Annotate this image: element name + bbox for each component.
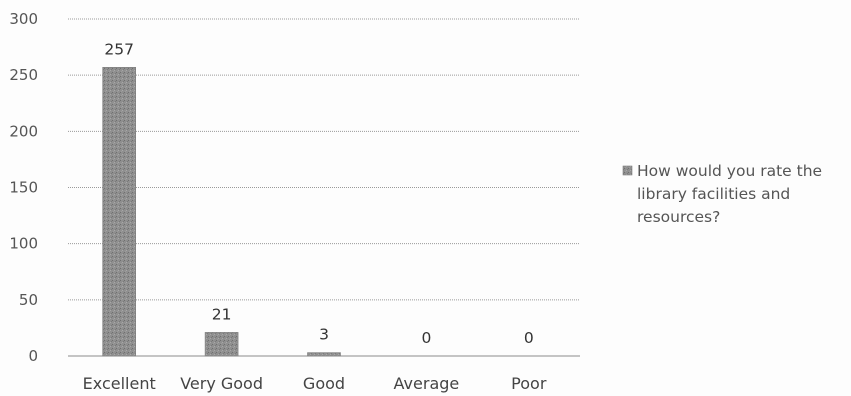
data-label: 21 <box>212 305 232 323</box>
data-label: 0 <box>421 329 431 347</box>
data-label: 257 <box>104 40 134 58</box>
x-category-label: Very Good <box>180 374 263 393</box>
x-category-label: Good <box>303 374 345 393</box>
x-category-label: Average <box>394 374 460 393</box>
y-tick-label: 300 <box>9 10 38 28</box>
y-tick-label: 150 <box>9 179 38 197</box>
y-tick-label: 250 <box>9 66 38 84</box>
legend-line: library facilities and <box>637 185 790 203</box>
x-category-label: Excellent <box>83 374 156 393</box>
bar-good <box>307 352 341 357</box>
bar-very-good <box>204 332 239 357</box>
y-tick-label: 100 <box>9 235 38 253</box>
data-label: 3 <box>319 326 329 344</box>
legend-line: How would you rate the <box>637 162 822 180</box>
bars <box>102 67 341 357</box>
y-axis-ticks: 0 50 100 150 200 250 300 <box>9 10 38 365</box>
legend-series-name: How would you rate the library facilities… <box>637 162 822 226</box>
bar-excellent <box>102 67 136 357</box>
gridlines <box>68 18 580 357</box>
x-axis-categories: Excellent Very Good Good Average Poor <box>83 374 547 393</box>
legend-swatch <box>622 165 633 176</box>
y-tick-label: 50 <box>19 291 38 309</box>
legend: How would you rate the library facilities… <box>622 162 822 226</box>
y-tick-label: 200 <box>9 122 38 140</box>
x-category-label: Poor <box>511 374 547 393</box>
data-label: 0 <box>524 329 534 347</box>
legend-line: resources? <box>637 208 720 226</box>
data-labels: 257 21 3 0 0 <box>104 40 533 347</box>
y-tick-label: 0 <box>28 347 38 365</box>
